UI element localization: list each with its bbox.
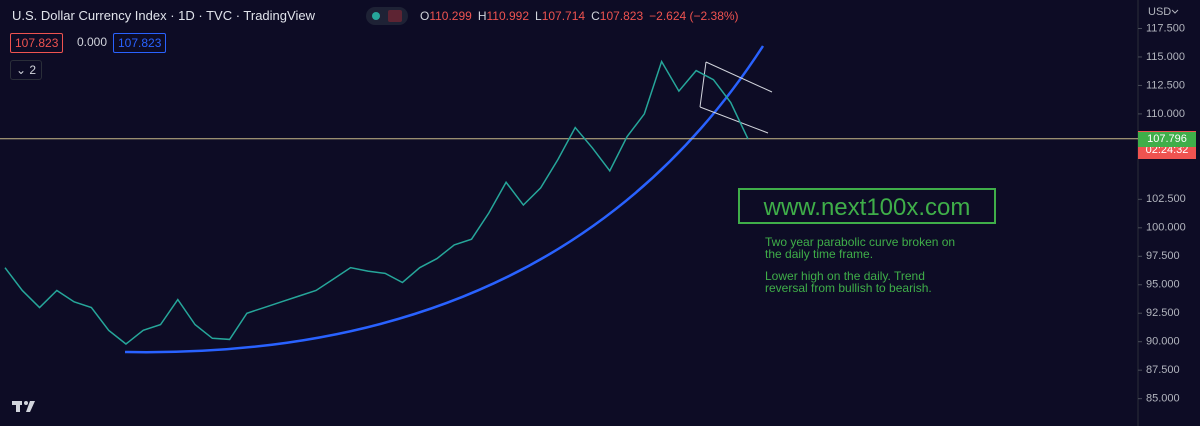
y-tick-label: 115.000 (1146, 51, 1185, 63)
y-tick-label: 102.500 (1146, 193, 1186, 205)
note: Lower high on the daily. Trend reversal … (765, 269, 932, 295)
ohlc-value: 110.299 (429, 9, 472, 23)
y-tick-label: 92.500 (1146, 307, 1180, 319)
currency-chevron (1171, 9, 1179, 14)
y-tick-label: 85.000 (1146, 393, 1180, 405)
y-tick-label: 112.500 (1146, 79, 1185, 91)
y-tick-label: 90.000 (1146, 336, 1180, 348)
parabolic-curve (124, 45, 765, 354)
watermark: www.next100x.com (738, 188, 996, 224)
title: U.S. Dollar Currency Index · 1D · TVC · … (12, 8, 315, 23)
ohlc-value: 110.992 (486, 9, 530, 23)
ohlc-label: H (477, 9, 487, 23)
ohlc-label: L (535, 9, 542, 23)
y-tick-label: 95.000 (1146, 279, 1180, 291)
indicator-count: 2 (29, 63, 37, 77)
change: −2.624 (−2.38%) (649, 9, 739, 23)
y-tick-label: 87.500 (1146, 364, 1180, 376)
status-pill (366, 7, 408, 25)
input[interactable]: 107.823 (113, 33, 167, 53)
currency: USD (1148, 6, 1171, 18)
input[interactable]: 107.823 (10, 33, 64, 53)
tv-logo (12, 401, 35, 412)
channel-lines (699, 61, 773, 134)
ohlc-label: O (420, 9, 430, 23)
ohlc-value: 107.714 (541, 9, 586, 23)
y-tick-label: 110.000 (1146, 108, 1185, 120)
price-line-series (4, 59, 749, 345)
ohlc-label: C (591, 9, 600, 23)
indicator-toggle[interactable]: ⌄ 2 (10, 60, 42, 80)
ohlc-value: 107.823 (599, 9, 644, 23)
input[interactable]: 0.000 (77, 35, 108, 49)
ohlc: O110.299 H110.992 L107.714 C107.823 −2.624 (… (420, 9, 739, 23)
y-tick-label: 97.500 (1146, 250, 1180, 262)
reference-price-label: 107.796 (1138, 132, 1196, 147)
y-tick-label: 117.500 (1146, 22, 1185, 34)
note: Two year parabolic curve broken on the d… (765, 235, 956, 261)
y-tick-label: 100.000 (1146, 222, 1186, 234)
